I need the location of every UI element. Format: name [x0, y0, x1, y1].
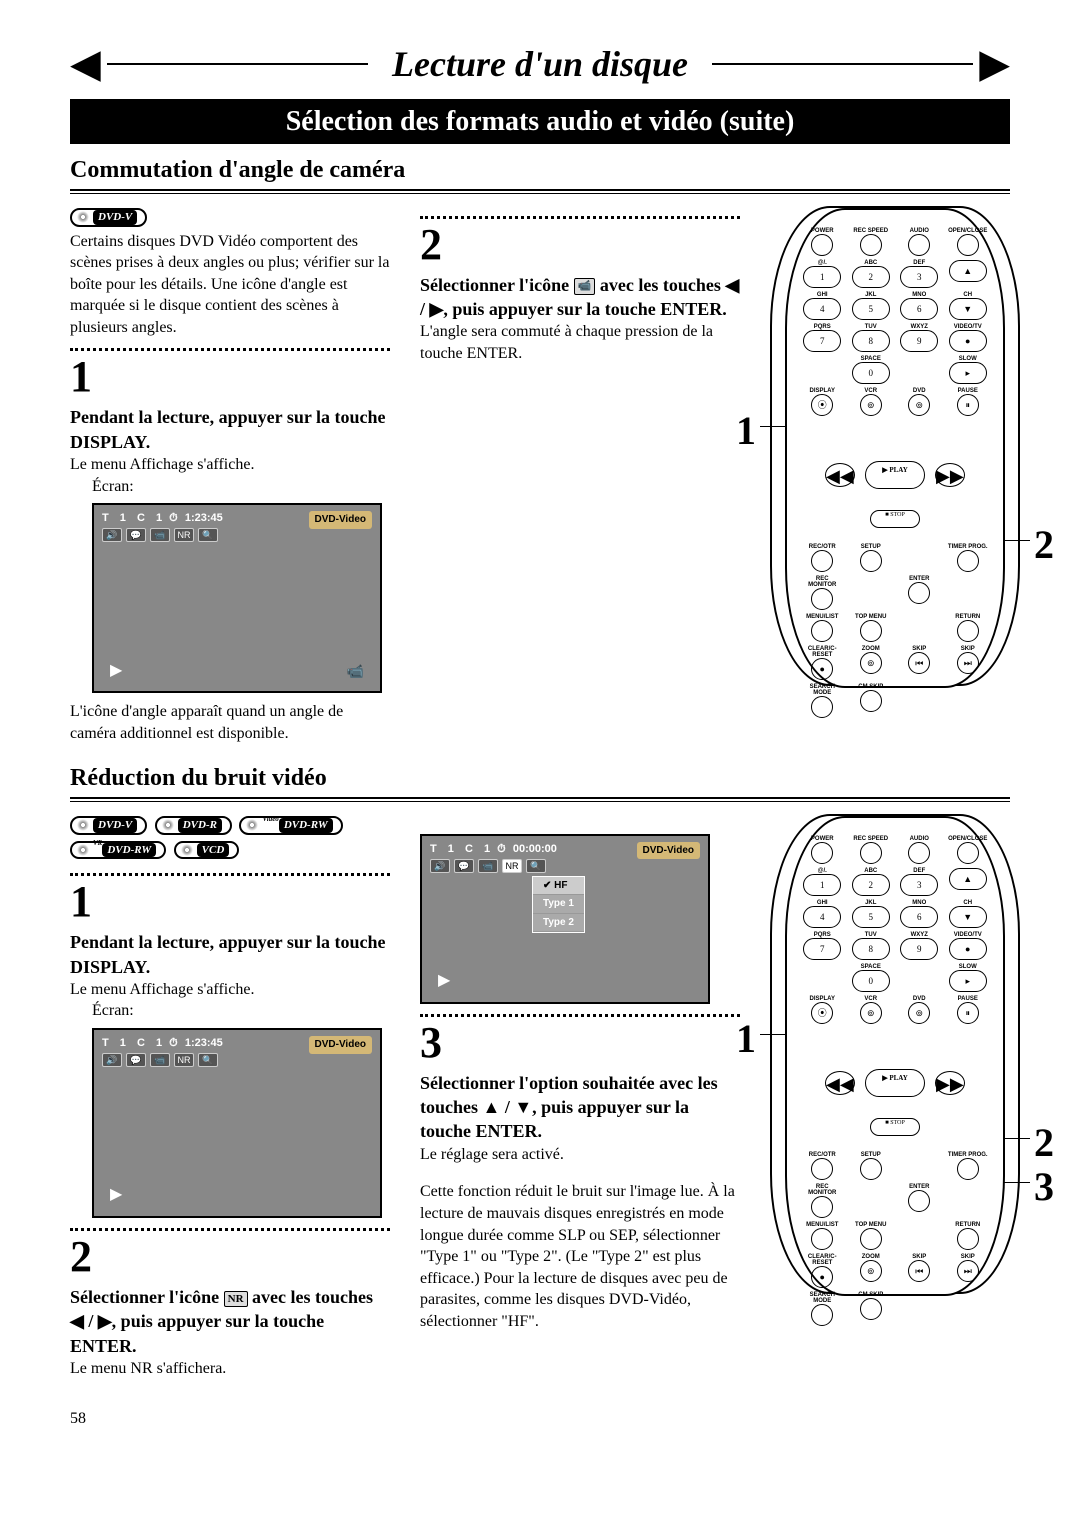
remote-control: POWERREC SPEEDAUDIOOPEN/CLOSE@/.1ABC2DEF…	[785, 208, 1005, 688]
step-number: 3	[420, 1021, 740, 1065]
play-icon: ▶	[110, 660, 122, 682]
osd-screen: DVD-Video T 1 C 1 ⏱ 1:23:45 🔊💬📹NR🔍 ▶	[92, 1028, 382, 1218]
step-number: 2	[420, 223, 740, 267]
ffwd-button: ▶▶	[935, 1071, 965, 1095]
nr-menu: ✔ HF Type 1 Type 2	[532, 876, 585, 934]
dotted-rule	[70, 1228, 390, 1231]
camera-icon: 📹	[347, 662, 364, 681]
dotted-rule	[70, 873, 390, 876]
step-number: 2	[70, 1235, 390, 1279]
step1-bold: Pendant la lecture, appuyer sur la touch…	[70, 405, 390, 454]
screen-badge: DVD-Video	[309, 511, 373, 529]
remote-diagram: 1 2 3 POWERREC SPEEDAUDIOOPEN/CLOSE@/.1A…	[772, 816, 1018, 1316]
dotted-rule	[70, 348, 390, 351]
s2step3-text1: Le réglage sera activé.	[420, 1144, 740, 1166]
badge-row: DVD-V	[70, 206, 390, 231]
disc-badge: DVD-V	[70, 208, 147, 227]
s2step2-bold: Sélectionner l'icône NR avec les touches…	[70, 1285, 390, 1358]
ffwd-button: ▶▶	[935, 463, 965, 487]
nr-icon: NR	[224, 1291, 248, 1308]
step1-caption: L'icône d'angle apparaît quand un angle …	[70, 701, 390, 744]
play-icon: ▶	[438, 970, 450, 992]
s2step3-text2: Cette fonction réduit le bruit sur l'ima…	[420, 1181, 740, 1332]
screen-label: Écran:	[92, 476, 390, 498]
screen-iconrow: 🔊💬📹NR🔍	[422, 859, 708, 873]
subtitle: Sélection des formats audio et vidéo (su…	[70, 99, 1010, 145]
callout-2: 2	[1034, 518, 1054, 572]
s2step2-text: Le menu NR s'affichera.	[70, 1358, 390, 1380]
arrow-left-icon: ◀	[70, 44, 101, 84]
dpad: ◀◀ ▶ PLAY ▶▶ ■ STOP	[825, 430, 965, 520]
screen-iconrow: 🔊💬📹NR🔍	[94, 528, 380, 542]
badge-row: DVD-V DVD-R VideoDVD-RW	[70, 814, 390, 839]
step-number: 1	[70, 355, 390, 399]
header: ◀ Lecture d'un disque ▶	[70, 40, 1010, 89]
section1-heading: Commutation d'angle de caméra	[70, 154, 1010, 186]
screen-iconrow: 🔊💬📹NR🔍	[94, 1053, 380, 1067]
dotted-rule	[420, 216, 740, 219]
badge-row: VRDVD-RW VCD	[70, 839, 390, 864]
section-rule	[70, 797, 1010, 802]
screen-badge: DVD-Video	[309, 1036, 373, 1054]
play-icon: ▶	[110, 1184, 122, 1206]
intro-text: Certains disques DVD Vidéo comportent de…	[70, 231, 390, 339]
stop-button: ■ STOP	[870, 510, 920, 528]
disc-badge: VCD	[174, 841, 240, 860]
callout-1: 1	[736, 404, 756, 458]
screen-label: Écran:	[92, 1000, 390, 1022]
play-button: ▶ PLAY	[865, 1069, 925, 1097]
disc-badge: VRDVD-RW	[70, 841, 166, 860]
page-number: 58	[70, 1408, 1010, 1430]
remote-diagram: 1 2 POWERREC SPEEDAUDIOOPEN/CLOSE@/.1ABC…	[772, 208, 1018, 708]
step2-bold: Sélectionner l'icône 📹 avec les touches …	[420, 273, 740, 322]
step2-text: L'angle sera commuté à chaque pression d…	[420, 321, 740, 364]
rewind-button: ◀◀	[825, 463, 855, 487]
page-title: Lecture d'un disque	[374, 40, 706, 89]
step-number: 1	[70, 880, 390, 924]
dotted-rule	[420, 1014, 740, 1017]
callout-1: 1	[736, 1012, 756, 1066]
s2step1-bold: Pendant la lecture, appuyer sur la touch…	[70, 930, 390, 979]
osd-screen-nr: DVD-Video T 1 C 1 ⏱ 00:00:00 🔊💬📹NR🔍 ✔ HF…	[420, 834, 710, 1004]
header-line	[712, 63, 973, 65]
rewind-button: ◀◀	[825, 1071, 855, 1095]
s2step1-text: Le menu Affichage s'affiche.	[70, 979, 390, 1001]
screen-badge: DVD-Video	[637, 842, 701, 860]
disc-badge: VideoDVD-RW	[239, 816, 342, 835]
header-line	[107, 63, 368, 65]
section-rule	[70, 189, 1010, 194]
arrow-right-icon: ▶	[979, 44, 1010, 84]
callout-3: 3	[1034, 1160, 1054, 1214]
dpad: ◀◀ ▶ PLAY ▶▶ ■ STOP	[825, 1038, 965, 1128]
step1-text: Le menu Affichage s'affiche.	[70, 454, 390, 476]
camera-icon: 📹	[574, 278, 596, 295]
remote-control: POWERREC SPEEDAUDIOOPEN/CLOSE@/.1ABC2DEF…	[785, 816, 1005, 1296]
s2step3-bold: Sélectionner l'option souhaitée avec les…	[420, 1071, 740, 1144]
stop-button: ■ STOP	[870, 1118, 920, 1136]
osd-screen: DVD-Video T 1 C 1 ⏱ 1:23:45 🔊💬📹NR🔍 ▶ 📹	[92, 503, 382, 693]
disc-badge: DVD-R	[155, 816, 232, 835]
disc-badge: DVD-V	[70, 816, 147, 835]
section2-heading: Réduction du bruit vidéo	[70, 762, 1010, 794]
play-button: ▶ PLAY	[865, 461, 925, 489]
